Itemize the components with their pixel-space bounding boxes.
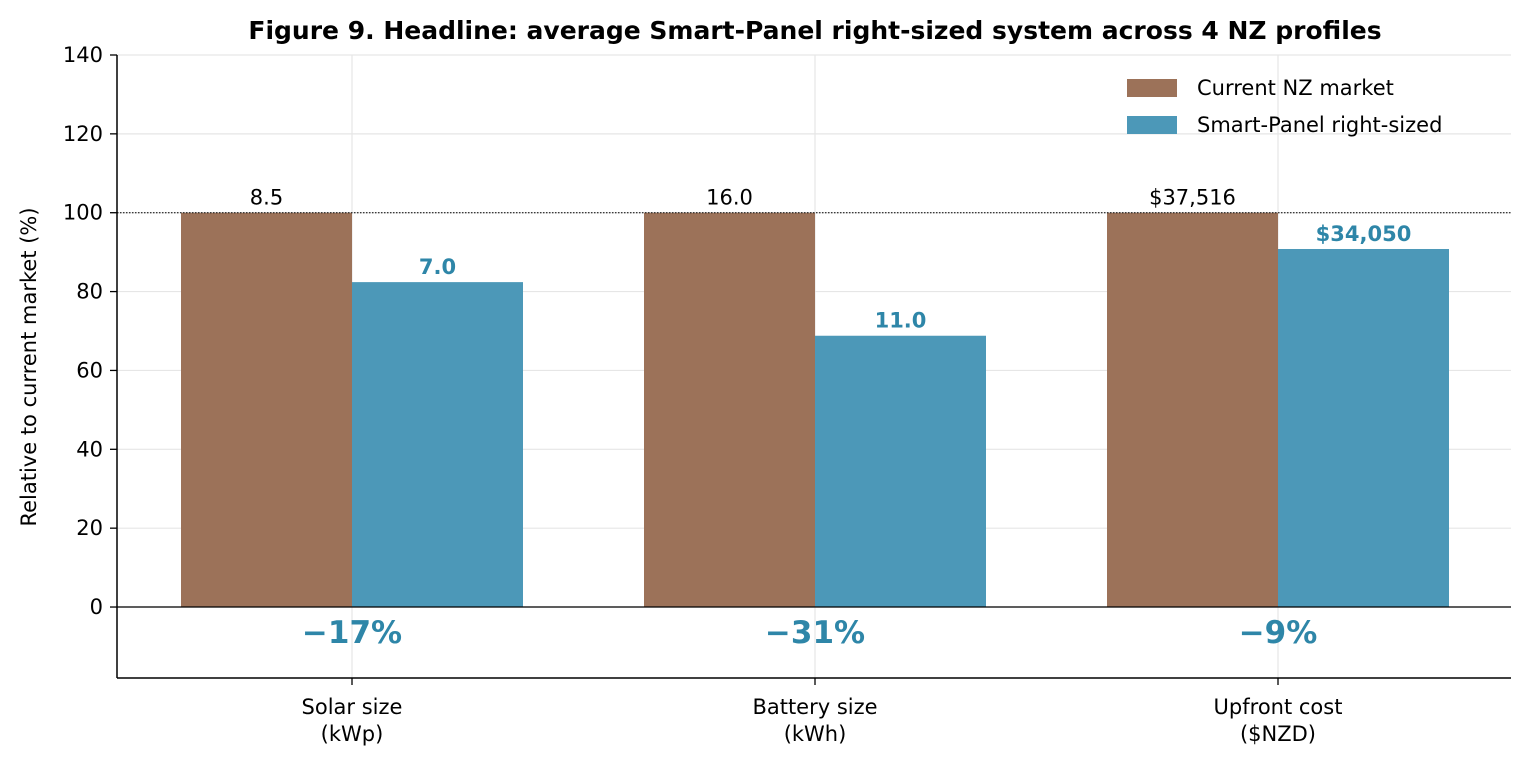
y-tick-label-4: 80 [76,280,103,304]
x-tick-label-0-1: (kWp) [321,722,384,746]
y-tick-label-3: 60 [76,358,103,382]
y-axis-label: Relative to current market (%) [17,207,41,526]
y-tick-label-7: 140 [63,43,103,67]
bar-value-label-smart-1: 11.0 [875,309,927,333]
bar-value-label-smart-0: 7.0 [419,255,456,279]
y-tick-label-5: 100 [63,201,103,225]
legend-swatch-smart [1127,116,1177,134]
y-tick-label-2: 40 [76,437,103,461]
change-label-1: −31% [765,615,865,651]
change-label-2: −9% [1239,615,1318,651]
data-labels: 8.5 16.0 $37,516 7.0 11.0 $34,050 −17% −31% −9% [117,186,1511,651]
bars [181,212,1449,608]
x-tick-label-1-0: Battery size [752,695,877,719]
x-tick-label-2-1: ($NZD) [1240,722,1316,746]
bar-value-label-current-2: $37,516 [1149,186,1236,210]
bar-current-1 [644,212,815,608]
axes: 0 20 40 60 80 100 120 140 Solar size (kWp) Battery… [63,43,1511,746]
legend: Current NZ market Smart-Panel right-size… [1127,76,1442,137]
bar-value-label-current-1: 16.0 [706,186,753,210]
x-tick-label-1-1: (kWh) [784,722,847,746]
y-tick-label-0: 0 [90,595,103,619]
bar-value-label-smart-2: $34,050 [1316,222,1412,246]
y-tick-label-1: 20 [76,516,103,540]
bar-smart-1 [815,335,986,608]
y-tick-label-6: 120 [63,122,103,146]
bar-smart-0 [352,282,523,608]
bar-current-0 [181,212,352,608]
bar-current-2 [1107,212,1278,608]
x-tick-label-2-0: Upfront cost [1214,695,1343,719]
chart-title: Figure 9. Headline: average Smart-Panel … [248,16,1381,45]
bar-value-label-current-0: 8.5 [250,186,283,210]
bar-smart-2 [1278,248,1449,608]
change-label-0: −17% [302,615,402,651]
legend-label-smart: Smart-Panel right-sized [1197,113,1442,137]
legend-swatch-current [1127,79,1177,97]
legend-label-current: Current NZ market [1197,76,1394,100]
x-tick-label-0-0: Solar size [302,695,403,719]
